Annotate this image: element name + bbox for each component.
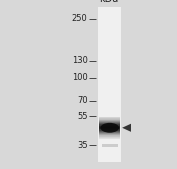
Bar	[99, 127, 120, 128]
Bar	[99, 122, 120, 123]
Text: kDa: kDa	[99, 0, 118, 4]
Bar	[99, 128, 120, 129]
Bar	[99, 124, 120, 125]
Bar	[102, 144, 118, 147]
Polygon shape	[122, 124, 131, 132]
Text: 55: 55	[77, 112, 88, 121]
Ellipse shape	[100, 123, 119, 133]
Text: 100: 100	[72, 73, 88, 82]
Bar	[98, 7, 121, 162]
Bar	[99, 134, 120, 135]
Bar	[99, 118, 120, 119]
Text: 250: 250	[72, 14, 88, 23]
Bar	[99, 126, 120, 127]
Text: 70: 70	[77, 96, 88, 105]
Bar	[99, 137, 120, 138]
Bar	[99, 133, 120, 134]
Bar	[99, 120, 120, 121]
Bar	[99, 132, 120, 133]
Text: 130: 130	[72, 56, 88, 65]
Bar	[99, 136, 120, 137]
Bar	[99, 129, 120, 130]
Bar	[99, 125, 120, 126]
Bar	[99, 130, 120, 131]
Bar	[99, 119, 120, 120]
Bar	[99, 117, 120, 118]
Bar	[99, 123, 120, 124]
Bar	[99, 138, 120, 139]
Bar	[99, 121, 120, 122]
Bar	[99, 131, 120, 132]
Bar	[99, 135, 120, 136]
Text: 35: 35	[77, 141, 88, 150]
